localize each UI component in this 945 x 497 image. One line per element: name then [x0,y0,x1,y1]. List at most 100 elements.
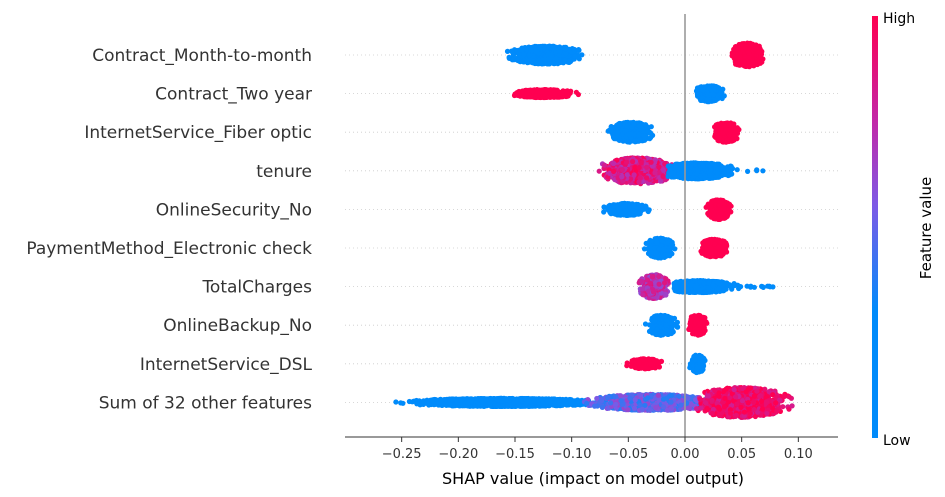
data-point [644,164,650,170]
data-point [667,163,673,169]
data-point [726,122,732,128]
data-point [630,158,636,165]
data-point [575,91,582,98]
data-point [539,89,545,95]
data-point [537,46,543,52]
data-point [545,51,551,58]
data-point [652,170,658,176]
data-point [705,97,711,103]
data-point [714,129,720,135]
data-point [528,47,534,53]
data-point [706,85,712,91]
data-point [521,52,527,58]
data-point [562,57,568,64]
data-point [720,166,727,172]
data-point [679,169,685,175]
data-point [732,46,738,52]
data-point [717,90,724,96]
data-point [683,164,689,170]
data-point [708,167,714,173]
data-point [702,173,709,179]
data-point [566,58,573,64]
data-point [729,136,735,142]
data-point [533,60,539,66]
data-point [619,174,625,180]
data-point [637,137,643,143]
data-point [695,92,701,98]
data-point [643,122,649,128]
row-guides [345,54,838,403]
data-point [636,123,642,129]
data-point [619,167,625,173]
data-points [393,40,795,420]
data-point [699,161,705,167]
data-point [533,93,539,99]
data-point [714,170,721,176]
data-point [636,131,642,137]
data-point [758,54,764,60]
data-point [751,46,758,52]
data-point [716,135,723,141]
data-point [760,168,766,174]
data-point [611,168,617,174]
data-point [545,56,551,62]
data-point [734,167,740,173]
data-point [629,124,635,130]
data-point [623,138,629,144]
data-point [602,162,608,168]
data-point [533,49,539,55]
data-point [746,54,753,60]
data-point [678,163,684,170]
data-point [623,159,630,165]
data-point [711,86,717,92]
data-point [729,171,735,177]
data-point [713,122,719,128]
data-point [660,167,667,173]
data-point [660,173,666,179]
data-point [611,160,617,167]
data-point [754,168,760,174]
data-point [615,122,622,128]
data-point [636,165,642,171]
data-point [641,133,647,139]
data-point [710,161,716,167]
data-point [745,168,751,174]
data-point [736,41,742,48]
data-point [551,45,557,52]
data-point [729,165,736,172]
data-point [617,137,623,143]
data-point [546,94,552,100]
data-point [622,128,628,134]
data-point [695,169,701,175]
data-point [648,159,654,165]
data-point [526,52,533,58]
data-point [553,56,559,62]
data-point [596,168,602,174]
data-point [624,172,631,178]
data-point [626,131,632,138]
data-point [748,41,754,47]
data-point [609,125,615,131]
data-point [730,126,736,132]
data-point [756,49,762,56]
data-point [648,134,654,141]
data-point [517,59,523,65]
data-point [509,48,515,54]
data-point [605,128,611,134]
data-point [564,88,571,94]
data-point [688,163,694,170]
data-point [638,160,644,166]
data-point [576,47,582,53]
data-point [552,91,558,97]
data-point [746,50,752,56]
data-point [710,92,716,98]
data-point [656,164,662,170]
data-point [636,179,642,185]
data-point [712,97,718,103]
data-point [720,130,726,136]
data-point [644,175,650,181]
data-point [648,124,654,130]
data-point [672,173,679,179]
data-point [614,130,620,137]
